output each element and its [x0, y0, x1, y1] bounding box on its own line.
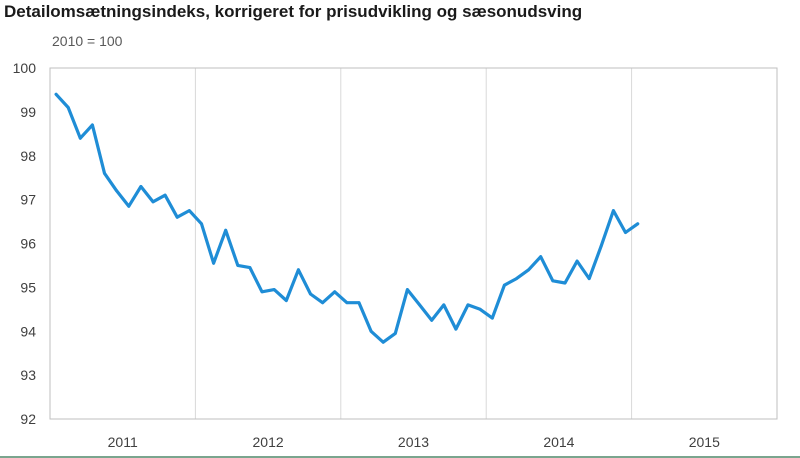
data-point: [260, 290, 264, 294]
data-point: [393, 332, 397, 335]
data-point: [442, 303, 446, 307]
y-tick-label: 94: [20, 323, 36, 339]
bottom-rule: [0, 456, 800, 458]
data-point: [54, 92, 58, 96]
data-point: [236, 264, 240, 267]
data-point: [272, 288, 276, 291]
y-tick-label: 97: [20, 192, 36, 208]
data-point: [430, 318, 434, 322]
data-point: [224, 228, 228, 232]
data-point: [612, 209, 615, 213]
data-point: [527, 268, 530, 272]
x-tick-label: 2015: [689, 434, 720, 450]
data-point: [163, 193, 167, 197]
data-point: [478, 307, 482, 311]
x-tick-label: 2011: [108, 434, 138, 450]
data-point: [503, 283, 506, 287]
data-point: [212, 261, 216, 265]
data-point: [369, 329, 373, 333]
data-point: [175, 215, 179, 219]
data-point: [551, 279, 555, 283]
series-line: [54, 92, 640, 344]
y-tick-label: 99: [20, 104, 36, 120]
data-point: [66, 106, 70, 109]
data-point: [539, 255, 543, 259]
data-point: [345, 301, 349, 305]
data-point: [284, 299, 288, 302]
data-point: [624, 231, 627, 234]
y-tick-label: 92: [20, 411, 36, 427]
data-point: [309, 292, 312, 296]
data-point: [333, 290, 337, 294]
y-tick-label: 98: [20, 148, 36, 164]
data-point: [127, 204, 131, 208]
y-tick-label: 96: [20, 236, 36, 252]
data-point: [636, 222, 640, 226]
data-point: [515, 277, 518, 280]
data-point: [321, 301, 324, 305]
data-point: [103, 171, 106, 175]
data-point: [418, 303, 421, 307]
data-point: [248, 266, 252, 269]
data-point: [563, 281, 567, 285]
data-point: [490, 316, 494, 320]
x-tick-label: 2013: [398, 434, 429, 450]
plot-frame: [49, 67, 778, 420]
x-tick-label: 2012: [253, 434, 284, 450]
data-point: [454, 327, 458, 331]
data-point: [91, 123, 94, 127]
chart-title: Detailomsætningsindeks, korrigeret for p…: [4, 2, 583, 21]
data-point: [297, 268, 300, 272]
data-point: [357, 301, 361, 305]
data-point: [151, 200, 155, 204]
data-point: [139, 185, 143, 188]
data-point: [78, 136, 82, 140]
data-point: [599, 244, 603, 248]
chart-subtitle: 2010 = 100: [52, 33, 123, 49]
data-point: [200, 222, 203, 226]
y-tick-label: 95: [20, 279, 36, 295]
data-point: [187, 209, 191, 213]
data-point: [115, 189, 118, 193]
y-tick-label: 93: [20, 367, 36, 383]
data-point: [406, 288, 409, 291]
y-tick-label: 100: [13, 60, 37, 76]
data-point: [575, 259, 579, 263]
data-point: [587, 277, 591, 280]
data-point: [381, 340, 385, 344]
x-tick-label: 2014: [543, 434, 574, 450]
data-point: [466, 303, 470, 307]
